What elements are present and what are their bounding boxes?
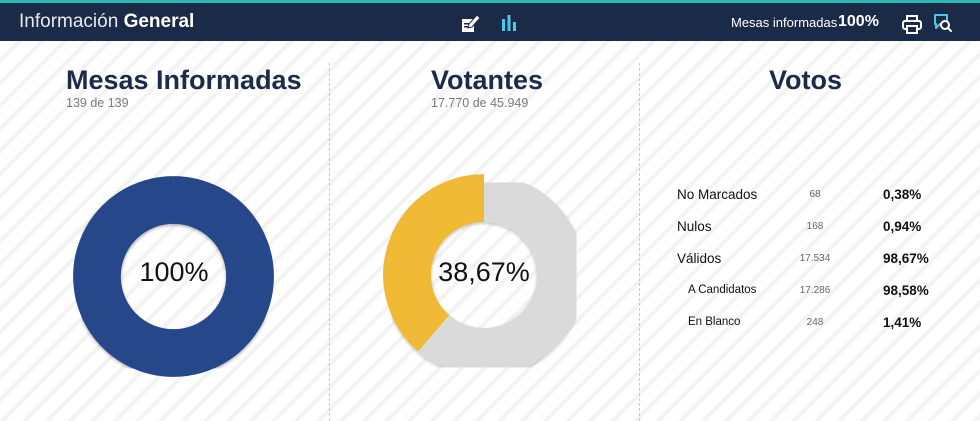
votos-row-name: A Candidatos [688, 284, 757, 296]
votantes-title: Votantes [431, 65, 544, 95]
votos-row-count: 17.534 [799, 253, 831, 264]
top-bar: Información General Mesas informadas 100… [0, 0, 980, 41]
votantes-panel: Votantes 17.770 de 45.949 38,67% [330, 41, 639, 421]
panel-divider [639, 63, 640, 421]
votos-row-percent: 1,41% [883, 315, 922, 330]
edit-form-icon[interactable] [459, 12, 481, 34]
votos-row-en-blanco: En Blanco 248 1,41% [640, 312, 980, 334]
chat-search-icon[interactable] [933, 12, 953, 34]
mesas-donut-chart [73, 176, 274, 377]
votantes-percent-label: 38,67% [438, 257, 530, 287]
votos-title: Votos [769, 65, 842, 95]
votos-row-name: Nulos [677, 219, 712, 234]
page-title-bold: General [123, 11, 195, 32]
votos-row-name: Válidos [677, 251, 722, 266]
mesas-informadas-panel: Mesas Informadas 139 de 139 100% [0, 41, 329, 421]
votos-row-count: 17.286 [799, 285, 831, 296]
votos-row-percent: 0,94% [883, 219, 922, 234]
votos-row-count: 248 [806, 317, 824, 328]
votos-row-percent: 98,67% [883, 251, 929, 266]
votos-row-count: 68 [809, 189, 821, 200]
votos-row-name: En Blanco [688, 316, 741, 328]
votos-row-percent: 0,38% [883, 187, 922, 202]
votos-panel: Votos No Marcados 68 0,38% Nulos 168 0,9… [640, 41, 980, 421]
mesas-donut-arc [73, 176, 274, 377]
content-area: Mesas Informadas 139 de 139 100% Votante… [0, 41, 980, 421]
votantes-donut-chart [383, 174, 585, 376]
votos-row-no-marcados: No Marcados 68 0,38% [640, 184, 980, 206]
page-title-light: Información [19, 11, 119, 32]
votos-row-percent: 98,58% [883, 283, 929, 298]
votantes-donut-arc [383, 174, 485, 352]
votos-row-nulos: Nulos 168 0,94% [640, 216, 980, 238]
votos-row-name: No Marcados [677, 187, 758, 202]
votos-row-count: 168 [806, 221, 824, 232]
mesas-informadas-value: 100% [838, 13, 879, 30]
page-title: Información General [19, 11, 194, 33]
votos-row-validos: Válidos 17.534 98,67% [640, 248, 980, 270]
votantes-subtitle: 17.770 de 45.949 [431, 96, 529, 110]
bar-chart-icon[interactable] [500, 13, 518, 33]
mesas-percent-label: 100% [139, 257, 209, 287]
mesas-informadas-title: Mesas Informadas [66, 65, 302, 95]
mesas-informadas-label: Mesas informadas [731, 15, 838, 30]
votos-row-a-candidatos: A Candidatos 17.286 98,58% [640, 280, 980, 302]
panel-divider [329, 63, 330, 421]
mesas-informadas-subtitle: 139 de 139 [66, 96, 129, 110]
print-icon[interactable] [901, 13, 923, 35]
